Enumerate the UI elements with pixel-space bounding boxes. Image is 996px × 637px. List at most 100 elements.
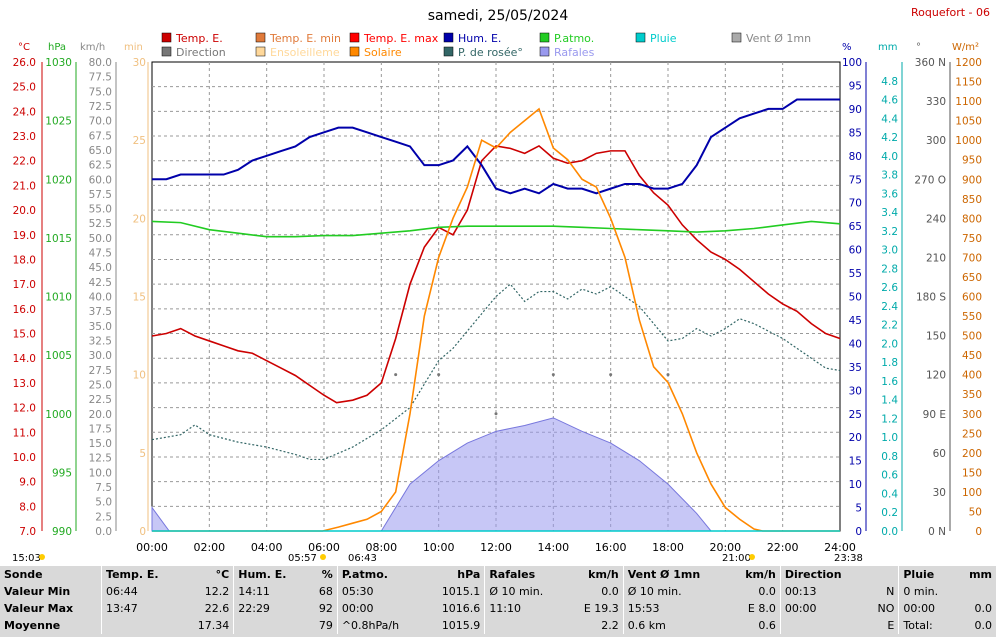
sun-marker-left: 15:03 (12, 553, 41, 564)
axis-tick-label: 17.0 (13, 279, 36, 291)
x-tick-label: 24:00 (824, 541, 856, 554)
stats-cell: 0.0 (758, 585, 776, 598)
axis-tick-label: 15 (133, 292, 146, 304)
axis-tick-label: 1030 (45, 57, 72, 69)
stats-cell: 00:00 (779, 600, 866, 617)
axis-tick-label: 52.5 (89, 218, 112, 230)
stats-cell: N (886, 585, 895, 598)
legend-label: Ensoleilleme (270, 46, 340, 59)
legend-label: Pluie (650, 32, 677, 45)
axis-tick-label: 240 (926, 213, 946, 225)
axis-tick-label: 35.0 (89, 321, 112, 333)
axis-tick-label: 13.0 (13, 378, 36, 390)
stats-header-cell: Rafales (484, 566, 567, 583)
axis-tick-label: 0.0 (95, 526, 112, 538)
axis-tick-label: 25 (849, 409, 862, 421)
axis-tick-label: 60 (849, 245, 862, 257)
axis-tick-label: 10.0 (89, 467, 112, 479)
axis-unit-humidity: % (842, 42, 852, 53)
stats-cell: Total: (898, 617, 956, 634)
axis-tick-label: 1100 (955, 96, 982, 108)
axis-tick-label: 7.0 (19, 526, 36, 538)
axis-tick-label: 3.2 (881, 226, 898, 238)
stats-cell: E 8.0 (747, 602, 776, 615)
stats-cell: 11:10 (484, 600, 567, 617)
axis-tick-label: 750 (962, 233, 982, 245)
axis-tick-label: 50.0 (89, 233, 112, 245)
stats-cell: 22.6 (204, 602, 230, 615)
chart-svg: samedi, 25/05/2024 Roquefort - 06 Temp. E.… (12, 6, 990, 564)
axis-tick-label: 67.5 (89, 130, 112, 142)
axis-tick-label: 26.0 (13, 57, 36, 69)
axis-tick-label: 4.6 (881, 95, 898, 107)
axis-tick-label: 4.0 (881, 151, 898, 163)
stats-cell: NO (877, 602, 895, 615)
stats-cell: 15:53 (622, 600, 730, 617)
axis-tick-label: 70.0 (89, 116, 112, 128)
axis-tick-label: 95 (849, 80, 862, 92)
axis-tick-label: 72.5 (89, 101, 112, 113)
axis-tick-label: 10 (133, 370, 146, 382)
stats-header-cell: Pluie (898, 566, 956, 583)
axis-tick-label: 50 (969, 506, 982, 518)
stats-cell: 14:11 (233, 583, 308, 600)
axis-tick-label: 12.0 (13, 403, 36, 415)
stats-row-label: Valeur Min (4, 585, 71, 598)
legend-swatch (349, 32, 360, 43)
axis-tick-label: 100 (962, 487, 982, 499)
stats-cell (484, 617, 567, 634)
axis-tick-label: 15 (849, 456, 862, 468)
stats-header-cell: mm (969, 568, 992, 581)
axis-tick-label: 42.5 (89, 277, 112, 289)
stats-header-cell: Hum. E. (233, 566, 308, 583)
sunrise-icon (320, 554, 326, 560)
direction-point (666, 373, 670, 377)
axis-tick-label: 1200 (955, 57, 982, 69)
axis-tick-label: 3.0 (881, 245, 898, 257)
direction-point (494, 412, 498, 416)
axis-tick-label: 1.8 (881, 357, 898, 369)
axis-tick-label: 300 (962, 409, 982, 421)
axis-tick-label: 45 (849, 315, 862, 327)
axis-tick-label: 1.4 (881, 395, 898, 407)
sunset-label: 21:00 (722, 553, 751, 564)
legend-label: Temp. E. max (363, 32, 439, 45)
axis-tick-label: 3.4 (881, 207, 898, 219)
axis-tick-label: 8.0 (19, 501, 36, 513)
weather-chart: samedi, 25/05/2024 Roquefort - 06 Temp. E.… (12, 6, 990, 564)
x-tick-label: 14:00 (537, 541, 569, 554)
axis-tick-label: 850 (962, 194, 982, 206)
axis-tick-label: 90 E (923, 409, 946, 421)
direction-point (437, 373, 441, 377)
axis-tick-label: 0 (975, 526, 982, 538)
axis-tick-label: 0.8 (881, 451, 898, 463)
stats-cell: 79 (318, 619, 333, 632)
stats-header-cell: % (321, 568, 333, 581)
axis-tick-label: 62.5 (89, 160, 112, 172)
axis-tick-label: 50 (849, 292, 862, 304)
axis-tick-label: 4.4 (881, 113, 898, 125)
stats-header-cell: P.atmo. (336, 566, 424, 583)
stats-row-label: Moyenne (4, 619, 61, 632)
stats-cell: 0 min. (898, 583, 956, 600)
axis-tick-label: 4.2 (881, 132, 898, 144)
stats-cell: Ø 10 min. (622, 583, 730, 600)
axis-tick-label: 450 (962, 350, 982, 362)
axis-tick-label: 180 S (916, 292, 946, 304)
axis-tick-label: 23.0 (13, 131, 36, 143)
axis-tick-label: 25 (133, 135, 146, 147)
axis-tick-label: 22.0 (13, 156, 36, 168)
stats-cell: 13:47 (101, 600, 182, 617)
legend-swatch (161, 32, 172, 43)
axis-unit-direction: ° (916, 42, 921, 53)
axis-tick-label: 1150 (955, 77, 982, 89)
axis-tick-label: 32.5 (89, 335, 112, 347)
axis-tick-label: 30.0 (89, 350, 112, 362)
axis-tick-label: 40.0 (89, 292, 112, 304)
axis-tick-label: 70 (849, 198, 862, 210)
axis-tick-label: 120 (926, 370, 946, 382)
axis-tick-label: 950 (962, 155, 982, 167)
stats-cell (955, 583, 996, 600)
axis-tick-label: 21.0 (13, 180, 36, 192)
legend-label: P.atmo. (554, 32, 594, 45)
